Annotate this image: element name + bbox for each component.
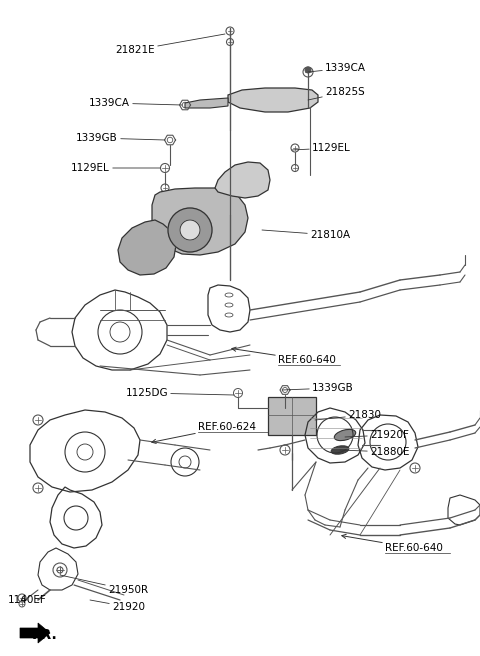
Text: 1129EL: 1129EL xyxy=(71,163,160,173)
Text: REF.60-640: REF.60-640 xyxy=(342,534,443,553)
Text: 21821E: 21821E xyxy=(115,34,225,55)
Text: 1125DG: 1125DG xyxy=(125,388,234,398)
Polygon shape xyxy=(185,98,228,108)
Circle shape xyxy=(168,208,212,252)
Text: REF.60-624: REF.60-624 xyxy=(152,422,256,443)
Text: 1140EF: 1140EF xyxy=(8,595,47,605)
Text: FR.: FR. xyxy=(32,628,58,642)
Text: 21880E: 21880E xyxy=(340,447,409,457)
Text: 1339GB: 1339GB xyxy=(282,383,354,393)
Text: 21920F: 21920F xyxy=(345,430,409,440)
Bar xyxy=(268,397,316,435)
Text: 21830: 21830 xyxy=(315,410,381,420)
Ellipse shape xyxy=(334,430,356,441)
Text: 1339CA: 1339CA xyxy=(308,63,366,73)
Circle shape xyxy=(180,220,200,240)
Polygon shape xyxy=(228,88,318,112)
Polygon shape xyxy=(152,188,248,255)
Text: 21810A: 21810A xyxy=(262,230,350,240)
Polygon shape xyxy=(215,162,270,198)
Text: 1339GB: 1339GB xyxy=(76,133,165,143)
Text: 1129EL: 1129EL xyxy=(292,143,351,153)
Text: 1339CA: 1339CA xyxy=(89,98,182,108)
Ellipse shape xyxy=(331,446,349,454)
Text: 21825S: 21825S xyxy=(308,87,365,100)
Text: 21920: 21920 xyxy=(90,600,145,612)
Text: REF.60-640: REF.60-640 xyxy=(232,347,336,365)
Circle shape xyxy=(305,67,311,73)
Polygon shape xyxy=(118,220,176,275)
Text: 21950R: 21950R xyxy=(60,575,148,595)
Polygon shape xyxy=(20,623,50,643)
